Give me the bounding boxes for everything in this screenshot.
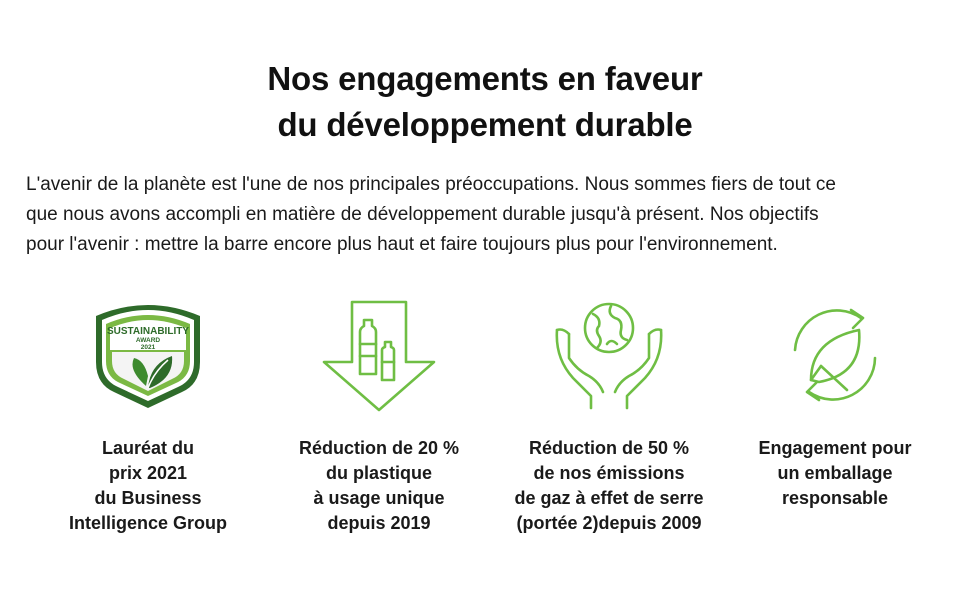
caption-line: à usage unique (313, 488, 445, 508)
intro-line-3: pour l'avenir : mettre la barre encore p… (26, 234, 778, 255)
plastic-reduction-arrow-icon (314, 300, 444, 417)
caption-line: (portée 2)depuis 2009 (516, 513, 702, 533)
badge-title: SUSTAINABILITY (107, 326, 189, 337)
sustainability-award-badge-icon: SUSTAINABILITY AWARD 2021 (88, 300, 208, 417)
feature-award-caption: Lauréat du prix 2021 du Business Intelli… (33, 436, 263, 536)
page-title-line-2: du développement durable (277, 106, 693, 143)
caption-line: responsable (781, 488, 889, 508)
caption-line: Intelligence Group (68, 513, 228, 533)
recycle-leaf-icon (775, 300, 895, 417)
caption-line: prix 2021 (108, 463, 188, 483)
caption-line: Réduction de 50 % (528, 438, 690, 458)
caption-line: un emballage (777, 463, 893, 483)
feature-emissions-caption: Réduction de 50 % de nos émissions de ga… (494, 436, 724, 536)
feature-plastic-caption: Réduction de 20 % du plastique à usage u… (264, 436, 494, 536)
caption-line: depuis 2019 (327, 513, 431, 533)
hands-globe-icon (549, 300, 669, 417)
intro-line-1: L'avenir de la planète est l'une de nos … (26, 174, 836, 195)
page-title: Nos engagements en faveur du développeme… (0, 56, 970, 148)
feature-packaging-caption: Engagement pour un emballage responsable (720, 436, 950, 511)
caption-line: Réduction de 20 % (298, 438, 460, 458)
caption-line: de gaz à effet de serre (514, 488, 704, 508)
caption-line: Lauréat du (101, 438, 194, 458)
caption-line: de nos émissions (533, 463, 685, 483)
intro-paragraph: L'avenir de la planète est l'une de nos … (26, 170, 970, 260)
badge-year: 2021 (141, 344, 156, 351)
caption-line: Engagement pour (758, 438, 912, 458)
caption-line: du plastique (325, 463, 432, 483)
intro-line-2: que nous avons accompli en matière de dé… (26, 204, 819, 225)
badge-subtitle: AWARD (136, 337, 161, 344)
caption-line: du Business (94, 488, 202, 508)
page-title-line-1: Nos engagements en faveur (267, 60, 703, 97)
